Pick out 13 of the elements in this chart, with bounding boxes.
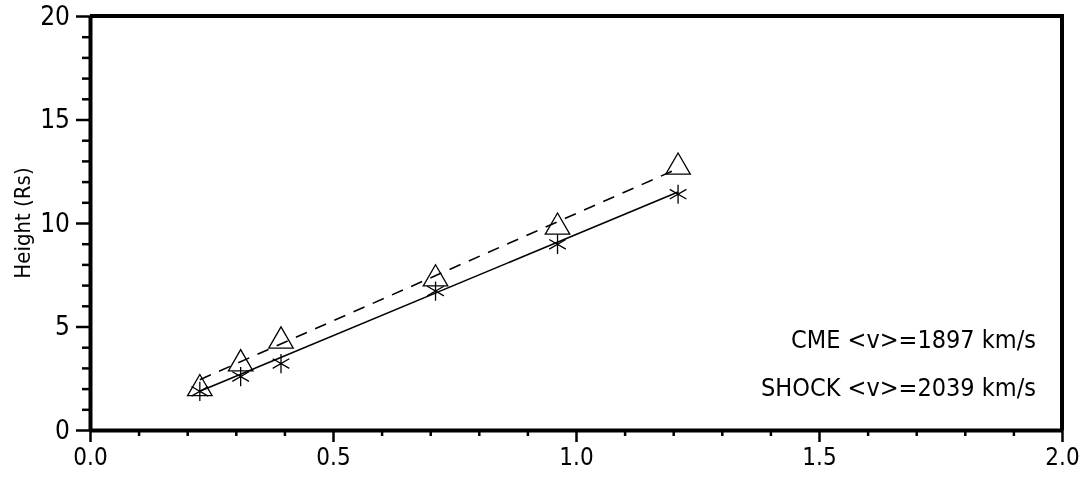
y-axis-title: Height (Rs) [10,167,35,279]
y-tick-label: 0 [55,414,70,445]
x-tick-label: 1.5 [802,443,837,472]
x-tick-label: 1.0 [559,443,594,472]
y-tick-label: 15 [40,104,70,135]
annotation: CME <v>=1897 km/s [791,325,1036,354]
annotation: SHOCK <v>=2039 km/s [761,373,1036,402]
y-tick-label: 20 [40,0,70,31]
y-tick-label: 10 [40,207,70,238]
x-tick-label: 0.0 [73,443,108,472]
x-tick-label: 2.0 [1045,443,1080,472]
y-tick-label: 5 [55,311,70,342]
x-tick-label: 0.5 [316,443,351,472]
